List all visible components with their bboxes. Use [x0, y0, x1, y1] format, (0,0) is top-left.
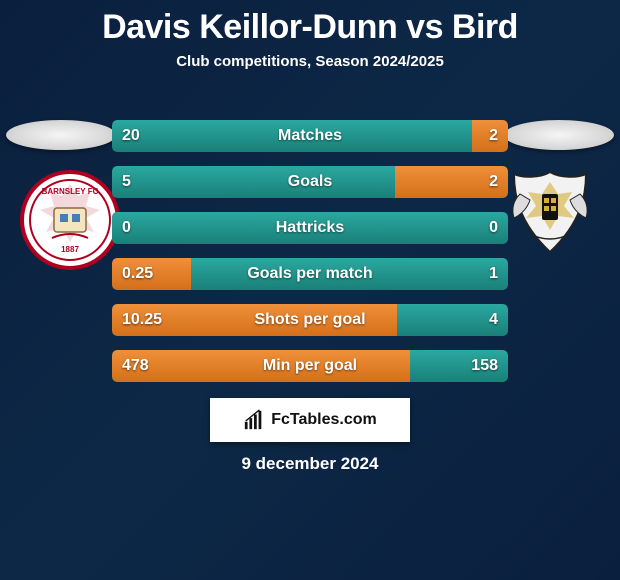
- stat-value-right: 4: [489, 304, 498, 336]
- club-crest-right: [500, 164, 600, 264]
- crest-left-shadow: [6, 120, 116, 150]
- stat-value-left: 20: [122, 120, 140, 152]
- crest-right-shadow: [504, 120, 614, 150]
- stat-value-right: 2: [489, 166, 498, 198]
- page-subtitle: Club competitions, Season 2024/2025: [0, 53, 620, 70]
- stat-bar-left: [112, 120, 472, 152]
- stat-row: 10.254Shots per goal: [112, 304, 508, 336]
- stat-value-left: 0: [122, 212, 131, 244]
- stat-value-left: 10.25: [122, 304, 162, 336]
- stat-bar-right: [191, 258, 508, 290]
- stat-value-right: 0: [489, 212, 498, 244]
- stat-bar-left: [112, 166, 395, 198]
- watermark: FcTables.com: [210, 398, 410, 442]
- stat-value-right: 2: [489, 120, 498, 152]
- stat-bar-left: [112, 350, 410, 382]
- stat-value-right: 158: [471, 350, 498, 382]
- stat-bar-right: [310, 212, 508, 244]
- stat-row: 478158Min per goal: [112, 350, 508, 382]
- svg-text:BARNSLEY FC: BARNSLEY FC: [42, 187, 99, 196]
- stat-row: 0.251Goals per match: [112, 258, 508, 290]
- date-label: 9 december 2024: [0, 454, 620, 474]
- club-crest-left: BARNSLEY FC 1887: [20, 170, 120, 270]
- stat-row: 00Hattricks: [112, 212, 508, 244]
- stat-value-left: 0.25: [122, 258, 153, 290]
- stat-value-right: 1: [489, 258, 498, 290]
- stat-bar-left: [112, 212, 310, 244]
- stat-row: 202Matches: [112, 120, 508, 152]
- stat-value-left: 478: [122, 350, 149, 382]
- exeter-crest-icon: [500, 164, 600, 264]
- stat-row: 52Goals: [112, 166, 508, 198]
- stat-bars-container: 202Matches52Goals00Hattricks0.251Goals p…: [112, 120, 508, 396]
- watermark-text: FcTables.com: [271, 411, 377, 429]
- barnsley-crest-icon: BARNSLEY FC 1887: [20, 170, 120, 270]
- fctables-logo-icon: [243, 409, 265, 431]
- page-title: Davis Keillor-Dunn vs Bird: [0, 0, 620, 47]
- stat-value-left: 5: [122, 166, 131, 198]
- svg-text:1887: 1887: [61, 245, 79, 254]
